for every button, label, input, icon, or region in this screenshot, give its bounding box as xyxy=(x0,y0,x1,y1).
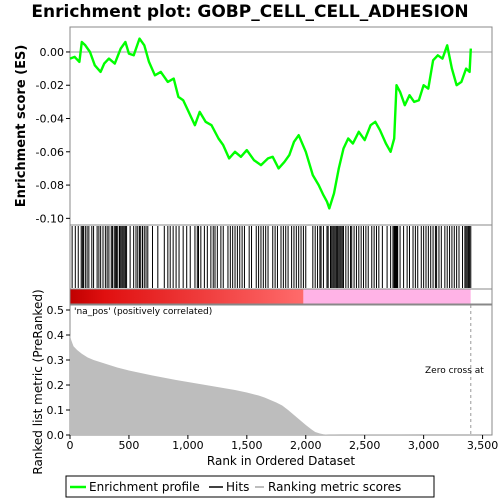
hits-panel xyxy=(69,224,493,290)
metric-y-tick-label: 0.1 xyxy=(47,404,65,417)
metric-y-tick-label: 0.4 xyxy=(47,329,65,342)
metric-axis-label: Ranked list metric (PreRanked) xyxy=(31,289,45,474)
es-y-tick-label: -0.02 xyxy=(36,79,64,92)
legend-box xyxy=(65,475,435,498)
x-tick-label: 0 xyxy=(67,439,74,452)
es-axis-label: Enrichment score (ES) xyxy=(14,45,29,208)
metric-y-tick-label: 0.2 xyxy=(47,379,65,392)
x-axis-label: Rank in Ordered Dataset xyxy=(207,454,355,468)
x-tick-label: 1,500 xyxy=(231,439,263,452)
rank-bar-frame xyxy=(69,288,493,305)
es-y-tick-label: -0.08 xyxy=(36,179,64,192)
x-tick-label: 1,000 xyxy=(172,439,204,452)
positive-correlation-label: 'na_pos' (positively correlated) xyxy=(74,307,212,317)
enrichment-panel: 0.00 -0.02 -0.04 -0.06 -0.08 -0.10 Enrichment… xyxy=(14,26,493,226)
zero-cross-label: Zero cross at xyxy=(425,366,484,376)
legend-label-metric: Ranking metric scores xyxy=(268,480,401,494)
legend-label-hits: Hits xyxy=(226,480,249,494)
x-tick-label: 500 xyxy=(118,439,139,452)
es-y-tick-label: -0.04 xyxy=(36,113,64,126)
es-y-axis: 0.00 -0.02 -0.04 -0.06 -0.08 -0.10 xyxy=(36,46,70,225)
enrichment-panel-frame xyxy=(69,26,493,226)
rank-bar-negative xyxy=(303,289,471,304)
x-tick-label: 2,000 xyxy=(290,439,322,452)
metric-y-axis: 0.0 0.1 0.2 0.3 0.4 0.5 xyxy=(47,304,70,442)
rank-bar-positive xyxy=(70,289,304,304)
x-axis: 0 500 1,000 1,500 2,000 2,500 3,000 3,500 xyxy=(67,435,499,452)
metric-panel: 'na_pos' (positively correlated) Zero cr… xyxy=(31,289,498,474)
ranking-metric-area xyxy=(70,335,471,435)
es-y-tick-label: -0.10 xyxy=(36,212,64,225)
metric-y-tick-label: 0.3 xyxy=(47,354,65,367)
legend: Enrichment profile Hits Ranking metric s… xyxy=(65,475,435,498)
chart-title: Enrichment plot: GOBP_CELL_CELL_ADHESION xyxy=(31,2,468,22)
metric-y-tick-label: 0.5 xyxy=(47,304,65,317)
enrichment-profile-line xyxy=(69,37,472,210)
x-tick-label: 3,500 xyxy=(467,439,499,452)
metric-y-tick-label: 0.0 xyxy=(47,429,65,442)
x-tick-label: 2,500 xyxy=(349,439,381,452)
x-tick-label: 3,000 xyxy=(408,439,440,452)
rank-bar-tail xyxy=(470,289,492,304)
rank-color-bar xyxy=(69,288,493,305)
es-y-tick-label: 0.00 xyxy=(40,46,65,59)
legend-label-enrichment: Enrichment profile xyxy=(89,480,200,494)
hit-marks xyxy=(71,226,472,288)
es-y-tick-label: -0.06 xyxy=(36,146,64,159)
